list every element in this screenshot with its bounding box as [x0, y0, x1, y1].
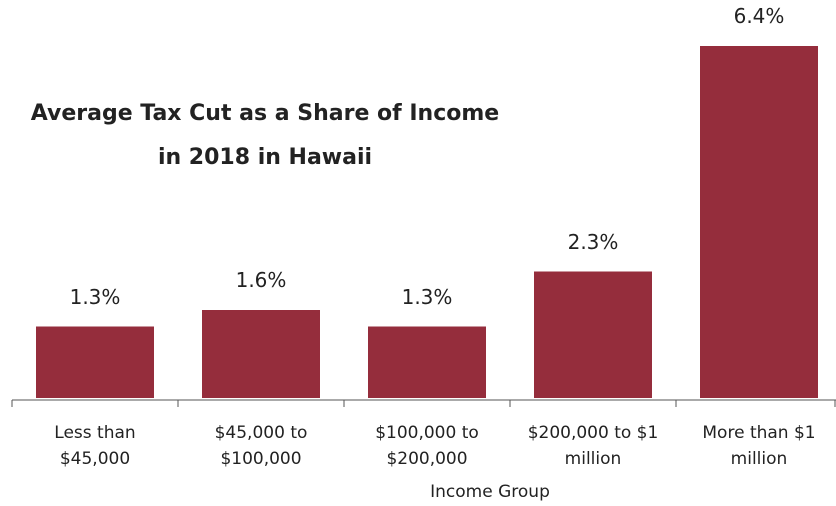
bar	[368, 326, 486, 398]
x-tick-label: More than $1 million	[702, 423, 816, 469]
value-label: 2.3%	[567, 229, 619, 254]
x-tick-label: Less than $45,000	[54, 423, 136, 469]
value-label: 1.6%	[235, 268, 287, 292]
x-tick-label: $100,000 to $200,000	[375, 423, 479, 469]
value-label: 1.3%	[401, 284, 453, 309]
x-tick-label: $200,000 to $1 million	[527, 423, 659, 469]
bar	[700, 46, 818, 398]
x-axis-label: Income Group	[430, 482, 550, 502]
value-label: 6.4%	[733, 4, 785, 28]
bar	[534, 271, 652, 398]
x-tick-label: $45,000 to $100,000	[214, 423, 308, 469]
value-label: 1.3%	[69, 284, 121, 309]
bar	[36, 326, 154, 398]
chart-title: Average Tax Cut as a Share of Income in …	[30, 101, 500, 170]
bar	[202, 310, 320, 398]
